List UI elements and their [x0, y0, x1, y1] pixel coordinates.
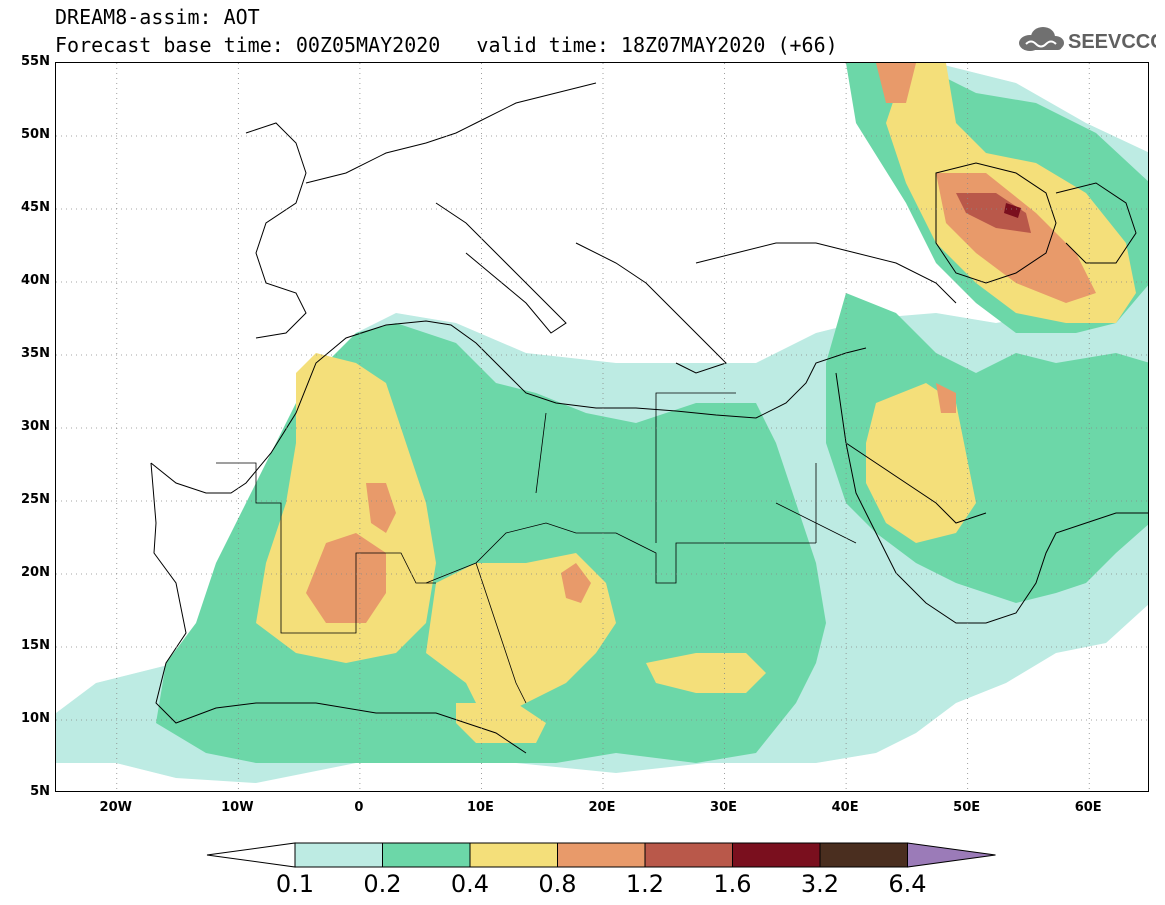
lon-tick-label: 20E	[588, 800, 616, 815]
lat-tick-label: 5N	[30, 784, 50, 799]
aot-field-1.2	[956, 193, 1031, 233]
seevccc-logo: SEEVCCC	[1016, 24, 1165, 56]
colorbar-swatch	[557, 842, 646, 868]
lon-tick-label: 20W	[99, 800, 132, 815]
lon-tick-label: 0	[354, 800, 364, 815]
colorbar-swatch	[819, 842, 908, 868]
colorbar-svg	[206, 842, 996, 868]
lat-tick-label: 15N	[21, 638, 50, 653]
colorbar-swatch	[732, 842, 821, 868]
colorbar-label: 1.6	[713, 870, 752, 898]
colorbar-label: 0.2	[363, 870, 402, 898]
colorbar-swatch	[294, 842, 383, 868]
lat-tick-label: 55N	[21, 54, 50, 69]
colorbar-label: 0.1	[275, 870, 315, 898]
aot-map	[56, 63, 1148, 791]
map-panel	[55, 62, 1149, 792]
lat-tick-label: 45N	[21, 200, 50, 215]
graticule	[56, 63, 1148, 791]
cloud-icon: SEEVCCC	[1019, 27, 1165, 53]
lat-tick-label: 50N	[21, 127, 50, 142]
colorbar-label: 6.4	[888, 870, 927, 898]
lon-tick-label: 10W	[221, 800, 254, 815]
lat-tick-label: 35N	[21, 346, 50, 361]
chart-title-line-2: Forecast base time: 00Z05MAY2020 valid t…	[55, 33, 838, 57]
colorbar-label: 1.2	[625, 870, 665, 898]
chart-title-line-1: DREAM8-assim: AOT	[55, 5, 260, 29]
aot-field-1.6	[1004, 203, 1021, 218]
lon-tick-label: 30E	[710, 800, 738, 815]
colorbar-swatch	[469, 842, 558, 868]
colorbar-label: 3.2	[800, 870, 840, 898]
lon-tick-label: 60E	[1074, 800, 1102, 815]
lon-tick-label: 10E	[466, 800, 494, 815]
logo-text: SEEVCCC	[1068, 31, 1156, 53]
lat-tick-label: 20N	[21, 565, 50, 580]
lon-tick-label: 40E	[831, 800, 859, 815]
lat-tick-label: 40N	[21, 273, 50, 288]
colorbar	[205, 840, 1000, 874]
lat-tick-label: 25N	[21, 492, 50, 507]
coastlines	[150, 82, 1148, 754]
colorbar-swatch	[382, 842, 471, 868]
lat-tick-label: 10N	[21, 711, 50, 726]
colorbar-swatch	[644, 842, 733, 868]
colorbar-label: 0.8	[538, 870, 577, 898]
colorbar-label: 0.4	[450, 870, 490, 898]
lat-tick-label: 30N	[21, 419, 50, 434]
colorbar-high-triangle	[907, 842, 996, 868]
colorbar-low-triangle	[206, 842, 296, 868]
country-borders	[216, 392, 857, 704]
lon-tick-label: 50E	[953, 800, 981, 815]
